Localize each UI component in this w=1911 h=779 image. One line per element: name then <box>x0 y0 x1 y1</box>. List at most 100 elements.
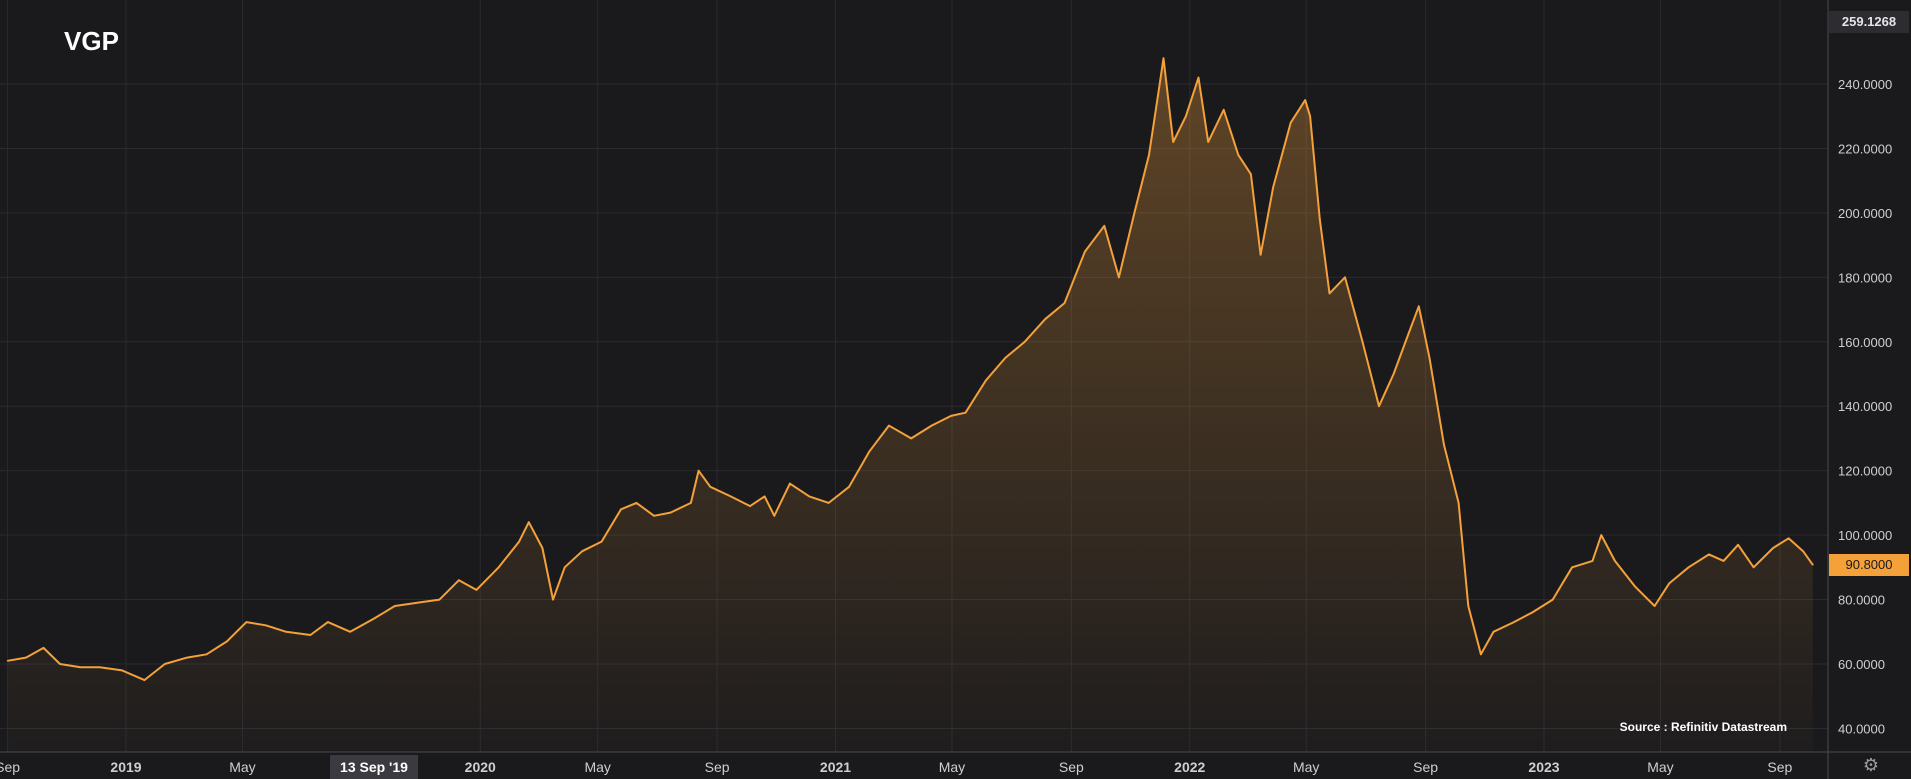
data-point <box>475 589 478 591</box>
y-tick-label: 140.0000 <box>1838 399 1892 414</box>
data-point <box>541 547 544 549</box>
data-point <box>1044 318 1046 321</box>
data-point <box>552 598 554 601</box>
x-tick-label: 2019 <box>110 759 141 775</box>
data-point <box>1272 186 1275 188</box>
data-point <box>1457 502 1460 504</box>
data-point <box>1118 276 1120 279</box>
data-point <box>910 437 912 440</box>
data-point <box>1237 154 1240 156</box>
data-point <box>1802 550 1804 553</box>
x-tick-label: 2023 <box>1528 759 1559 775</box>
data-point <box>1752 566 1755 569</box>
data-point <box>1687 566 1690 569</box>
data-point <box>59 663 61 665</box>
data-point <box>773 514 776 517</box>
x-tick-label: Sep <box>1413 759 1438 775</box>
data-point <box>1004 357 1007 359</box>
data-point <box>264 624 267 627</box>
data-point <box>888 424 890 427</box>
data-point <box>1084 250 1086 253</box>
data-point <box>143 679 146 681</box>
data-point <box>669 511 672 514</box>
data-point <box>1737 543 1739 546</box>
data-point <box>690 502 692 504</box>
x-tick-label: May <box>584 759 610 775</box>
data-point <box>438 598 441 601</box>
data-point <box>42 647 45 649</box>
y-tick-label: 40.0000 <box>1838 721 1885 736</box>
data-point <box>581 550 583 553</box>
data-point <box>749 505 751 507</box>
y-tick-label: 240.0000 <box>1838 77 1892 92</box>
data-point <box>186 656 188 659</box>
x-tick-label: May <box>1647 759 1673 775</box>
data-point <box>98 666 101 669</box>
price-series-line <box>7 57 1814 682</box>
chart-title: VGP <box>64 26 119 56</box>
gear-icon[interactable]: ⚙ <box>1862 755 1880 775</box>
x-tick-label: May <box>229 759 255 775</box>
x-tick-label: May <box>1293 759 1319 775</box>
data-point <box>1668 582 1671 585</box>
data-point <box>563 566 566 569</box>
data-point <box>600 540 603 543</box>
y-tick-label: 180.0000 <box>1838 270 1892 285</box>
y-tick-label: 60.0000 <box>1838 657 1885 672</box>
data-point <box>1318 218 1321 221</box>
data-point <box>518 540 520 543</box>
data-point <box>327 621 329 623</box>
data-point <box>1653 605 1656 607</box>
data-point <box>349 630 352 633</box>
data-point <box>1222 108 1225 111</box>
data-point <box>789 482 791 485</box>
data-point <box>205 653 208 656</box>
data-point <box>1185 115 1187 118</box>
data-point <box>6 659 9 662</box>
data-point <box>1304 99 1307 101</box>
data-point <box>1787 537 1790 540</box>
data-point <box>1722 560 1725 562</box>
data-point <box>964 411 967 414</box>
data-point <box>121 669 123 672</box>
data-point <box>1408 331 1410 333</box>
data-point <box>1492 630 1495 633</box>
data-point <box>25 656 27 659</box>
price-area-fill <box>7 58 1813 752</box>
data-point <box>1772 547 1774 549</box>
data-point <box>1443 444 1445 446</box>
data-point <box>1023 340 1026 343</box>
last-price-badge: 90.8000 <box>1829 553 1909 576</box>
data-point <box>763 495 766 498</box>
data-point <box>79 666 82 669</box>
data-point <box>1148 154 1150 156</box>
top-price-badge: 259.1268 <box>1829 11 1909 33</box>
y-tick-label: 80.0000 <box>1838 593 1885 608</box>
data-point <box>245 621 248 623</box>
x-tick-label: Sep <box>1059 759 1084 775</box>
x-tick-label: May <box>939 759 965 775</box>
data-point <box>1614 560 1616 562</box>
data-point <box>1591 560 1594 562</box>
data-point <box>868 450 871 453</box>
data-point <box>1531 611 1534 614</box>
data-point <box>729 495 732 498</box>
data-point <box>1259 253 1262 256</box>
data-point <box>372 618 375 620</box>
data-point <box>285 630 287 633</box>
data-point <box>1197 76 1200 79</box>
data-point <box>697 469 700 472</box>
data-point <box>620 508 622 511</box>
data-point <box>1063 302 1066 304</box>
data-point <box>1289 121 1292 124</box>
data-point <box>527 521 530 524</box>
data-point <box>309 634 312 636</box>
data-point <box>394 605 396 607</box>
data-point <box>497 566 500 569</box>
x-tick-label: 2020 <box>465 759 496 775</box>
y-tick-label: 160.0000 <box>1838 335 1892 350</box>
y-tick-label: 220.0000 <box>1838 141 1892 156</box>
y-tick-label: 120.0000 <box>1838 464 1892 479</box>
